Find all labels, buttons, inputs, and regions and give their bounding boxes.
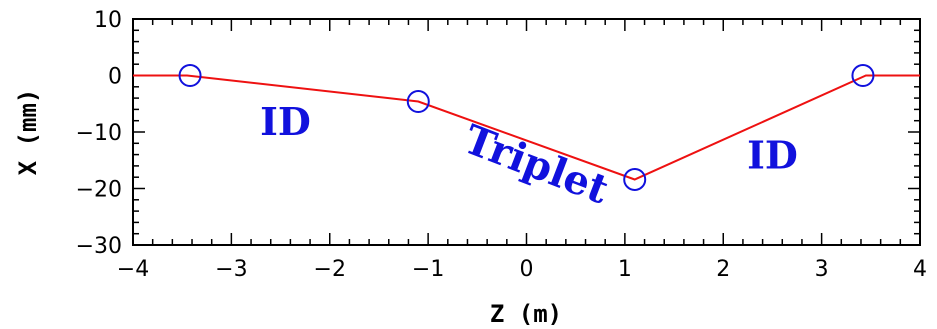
y-tick-label: −30	[76, 234, 122, 259]
annotation-id: ID	[260, 99, 311, 144]
data-point-marker	[178, 64, 202, 87]
plot-frame	[132, 18, 921, 246]
series-lines	[133, 74, 920, 181]
data-point-marker	[406, 89, 430, 113]
series-line	[133, 74, 920, 181]
annotation-id: ID	[747, 133, 798, 178]
x-tick-label: −3	[215, 257, 247, 282]
annotations: ID Triplet ID	[260, 99, 798, 214]
y-tick-label: −10	[76, 121, 122, 146]
x-tick-label: 3	[815, 257, 829, 282]
x-tick-label: −2	[314, 257, 346, 282]
data-point-marker	[851, 64, 875, 87]
ticks	[132, 18, 921, 246]
x-tick-label: 2	[716, 257, 730, 282]
data-point-marker	[623, 167, 647, 191]
x-axis-title: Z (m)	[490, 300, 562, 328]
x-tick-label: 0	[520, 257, 534, 282]
y-axis-title: X (mm)	[14, 89, 42, 176]
x-tick-label: 1	[618, 257, 632, 282]
x-tick-label: −4	[117, 257, 149, 282]
y-tick-label: −20	[76, 178, 122, 203]
y-tick-label: 10	[94, 8, 122, 33]
data-markers	[178, 64, 875, 191]
annotation-triplet: Triplet	[458, 116, 616, 214]
x-tick-label: 4	[913, 257, 927, 282]
y-tick-label: 0	[108, 65, 122, 90]
x-tick-label: −1	[412, 257, 444, 282]
